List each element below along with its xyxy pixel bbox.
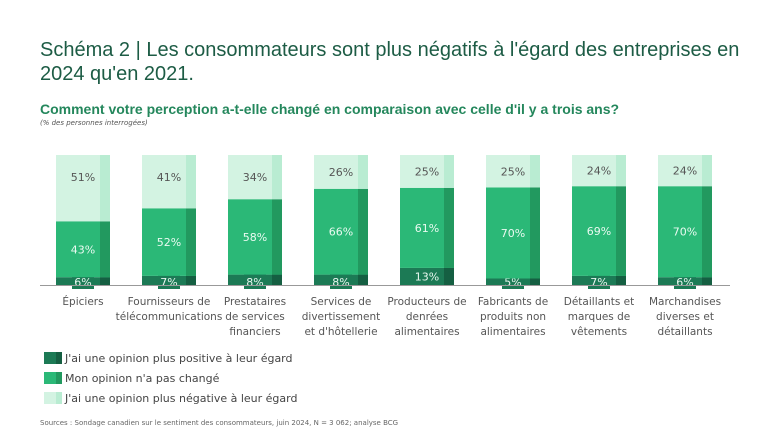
bar-group: 8% 58% 34% (228, 155, 282, 289)
bar-side (444, 155, 454, 188)
bar-side (530, 278, 540, 285)
bar-side (616, 275, 626, 285)
legend-label: J'ai une opinion plus positive à leur ég… (65, 351, 293, 365)
stacked-bar-chart: 6% 43% 51% Épiciers 7% 52% 41% Fournisseurs de t… (40, 155, 730, 338)
bar-side (702, 186, 712, 278)
source-note: Sources : Sondage canadien sur le sentim… (40, 419, 399, 427)
legend-label: Mon opinion n'a pas changé (65, 371, 220, 385)
data-label: 66% (329, 226, 353, 239)
data-label: 41% (157, 171, 181, 184)
legend-label: J'ai une opinion plus négative à leur ég… (65, 391, 298, 405)
data-label: 8% (246, 276, 263, 289)
legend-item: Mon opinion n'a pas changé (44, 368, 297, 388)
category-label: divertissement (302, 311, 380, 323)
category-label: marques de (568, 311, 631, 323)
bar-group: 6% 70% 24% (658, 155, 712, 289)
bar-side (616, 155, 626, 187)
bar-group: 13% 61% 25% (400, 155, 454, 285)
bar-group: 7% 69% 24% (572, 155, 626, 289)
data-label: 26% (329, 166, 353, 179)
category-label: Marchandises (649, 296, 721, 308)
category-label: Services de (311, 296, 372, 308)
category-label: télécommunications (116, 311, 223, 323)
bar-side (530, 187, 540, 279)
data-label: 25% (415, 165, 439, 178)
category-label: Prestataires (224, 296, 286, 308)
bar-side (186, 275, 196, 285)
legend-swatch (44, 392, 62, 404)
category-label: et d'hôtellerie (304, 326, 377, 338)
category-label: produits non (480, 311, 546, 323)
legend-swatch (44, 352, 62, 364)
data-label: 24% (673, 165, 697, 178)
bar-side (100, 221, 110, 278)
category-label: de services (225, 311, 285, 323)
category-label: Fabricants de (478, 296, 548, 308)
data-label: 58% (243, 231, 267, 244)
bar-segment (400, 267, 454, 285)
bar-side (444, 267, 454, 285)
bar-side (358, 188, 368, 275)
data-label: 7% (160, 276, 177, 289)
bar-side (616, 186, 626, 276)
category-label: diverses et (656, 311, 714, 323)
category-label: vêtements (571, 326, 627, 338)
data-label: 69% (587, 225, 611, 238)
legend-swatch (44, 372, 62, 384)
bar-group: 5%70%25% (486, 155, 540, 289)
bar-side (358, 274, 368, 285)
data-label: 61% (415, 222, 439, 235)
data-label: 34% (243, 171, 267, 184)
data-label: 6% (74, 276, 91, 289)
category-label: Détaillants et (564, 296, 634, 308)
category-label: denrées (406, 311, 448, 323)
bar-group: 8% 66% 26% (314, 155, 368, 289)
category-label: alimentaires (394, 326, 459, 338)
data-label: 8% (332, 276, 349, 289)
category-label: Fournisseurs de (128, 296, 211, 308)
category-label: alimentaires (480, 326, 545, 338)
data-label: 13% (415, 270, 439, 283)
category-label: détaillants (657, 326, 712, 338)
bar-side (702, 277, 712, 285)
data-label: 6% (676, 276, 693, 289)
bar-side (444, 187, 454, 268)
bar-side (358, 155, 368, 189)
category-label: Épiciers (62, 295, 103, 308)
category-label: financiers (229, 326, 280, 338)
category-label: Producteurs de (387, 296, 466, 308)
bar-side (186, 155, 196, 209)
bar-side (100, 277, 110, 285)
chart-note: (% des personnes interrogées) (40, 119, 148, 127)
bar-side (186, 208, 196, 276)
bar-group: 7% 52% 41% (142, 155, 196, 289)
bar-side (100, 155, 110, 222)
data-label: 70% (673, 226, 697, 239)
data-label: 43% (71, 243, 95, 256)
legend-item: J'ai une opinion plus positive à leur ég… (44, 348, 297, 368)
bar-side (702, 155, 712, 187)
data-label: 25% (501, 165, 525, 178)
data-label: 70% (501, 227, 525, 240)
bar-side (530, 155, 540, 188)
legend-item: J'ai une opinion plus négative à leur ég… (44, 388, 297, 408)
chart-title: Schéma 2 | Les consommateurs sont plus n… (40, 39, 740, 85)
legend: J'ai une opinion plus positive à leur ég… (44, 348, 297, 408)
bar-side (272, 199, 282, 275)
data-label: 51% (71, 171, 95, 184)
bar-side (272, 155, 282, 200)
bar-side (272, 274, 282, 285)
data-label: 52% (157, 236, 181, 249)
bar-group: 6% 43% 51% (56, 155, 110, 289)
data-label: 24% (587, 165, 611, 178)
data-label: 7% (590, 276, 607, 289)
chart-subtitle: Comment votre perception a-t-elle changé… (40, 101, 620, 117)
